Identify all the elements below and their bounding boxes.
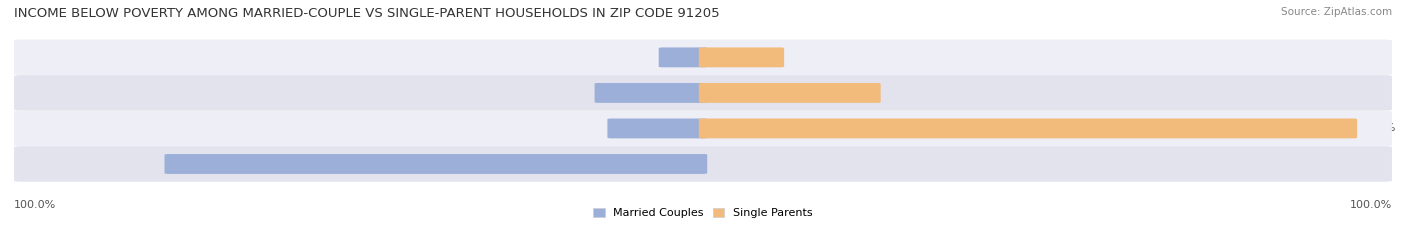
Text: 100.0%: 100.0%: [120, 159, 162, 169]
Text: 17.1%: 17.1%: [569, 123, 605, 134]
Text: 7.5%: 7.5%: [627, 52, 655, 62]
Text: Source: ZipAtlas.com: Source: ZipAtlas.com: [1281, 7, 1392, 17]
Text: 0.0%: 0.0%: [823, 159, 851, 169]
Text: 5 or more Children: 5 or more Children: [651, 159, 755, 169]
Text: 11.4%: 11.4%: [787, 52, 823, 62]
Text: 100.0%: 100.0%: [1350, 200, 1392, 210]
Text: No Children: No Children: [671, 52, 735, 62]
Text: 3 or 4 Children: 3 or 4 Children: [662, 123, 744, 134]
Legend: Married Couples, Single Parents: Married Couples, Single Parents: [589, 204, 817, 223]
Text: 25.7%: 25.7%: [883, 88, 920, 98]
Text: 100.0%: 100.0%: [14, 200, 56, 210]
Text: 96.3%: 96.3%: [1360, 123, 1395, 134]
Text: INCOME BELOW POVERTY AMONG MARRIED-COUPLE VS SINGLE-PARENT HOUSEHOLDS IN ZIP COD: INCOME BELOW POVERTY AMONG MARRIED-COUPL…: [14, 7, 720, 20]
Text: 19.5%: 19.5%: [557, 88, 592, 98]
Text: 1 or 2 Children: 1 or 2 Children: [662, 88, 744, 98]
